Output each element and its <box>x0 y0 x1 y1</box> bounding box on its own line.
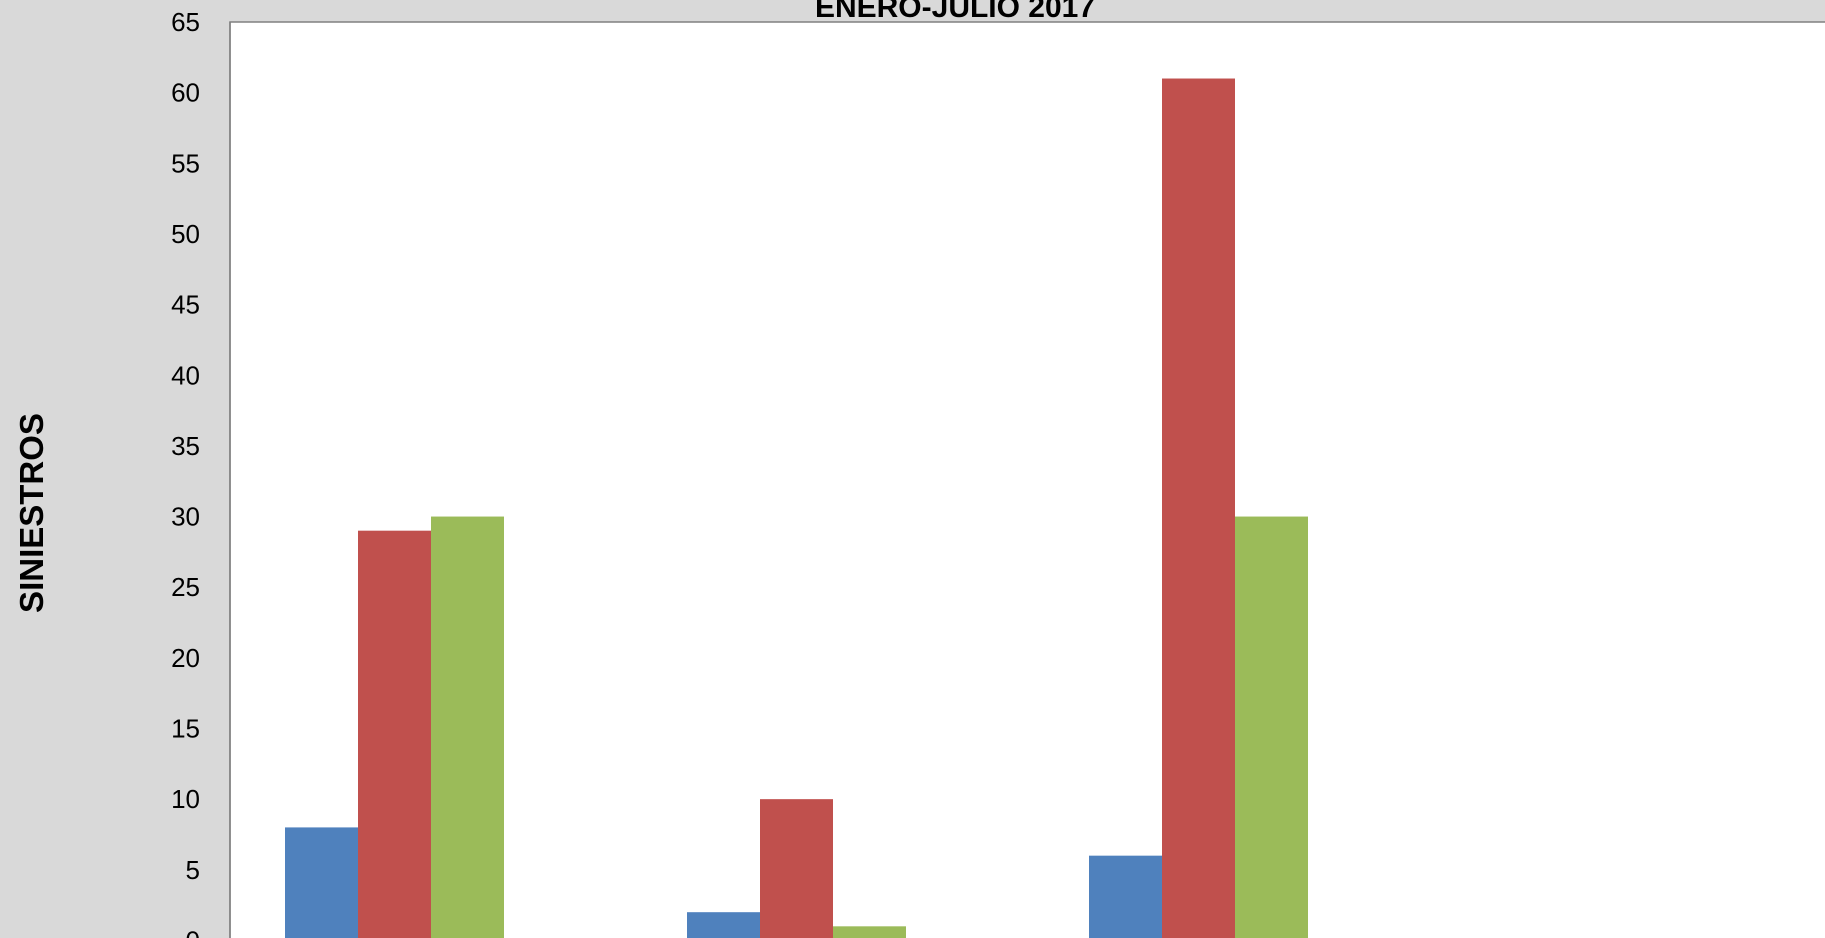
y-tick-label: 0 <box>186 925 200 938</box>
y-axis-label: SINIESTROS <box>13 413 50 613</box>
y-tick-label: 25 <box>171 572 200 602</box>
bar-series-3-category-1 <box>431 516 504 938</box>
y-tick-label: 20 <box>171 643 200 673</box>
bar-series-1-category-3 <box>1089 855 1162 938</box>
bar-series-3-category-3 <box>1235 516 1308 938</box>
bar-series-1-category-2 <box>687 912 760 938</box>
bar-series-1-category-1 <box>285 827 358 938</box>
y-tick-label: 45 <box>171 290 200 320</box>
y-tick-label: 40 <box>171 360 200 390</box>
y-tick-label: 10 <box>171 784 200 814</box>
y-tick-label: 55 <box>171 148 200 178</box>
y-tick-label: 30 <box>171 502 200 532</box>
bar-series-2-category-2 <box>760 799 833 938</box>
chart-title: ENERO-JULIO 2017 <box>815 0 1095 24</box>
y-tick-label: 65 <box>171 7 200 37</box>
y-tick-label: 50 <box>171 219 200 249</box>
y-axis-ticks: 0 5 10 15 20 25 30 35 40 45 50 55 60 65 <box>171 7 200 938</box>
bar-series-3-category-2 <box>833 926 906 938</box>
bar-series-2-category-3 <box>1162 78 1235 938</box>
y-tick-label: 60 <box>171 78 200 108</box>
y-tick-label: 35 <box>171 431 200 461</box>
y-tick-label: 5 <box>186 855 200 885</box>
bar-series-2-category-1 <box>358 530 431 938</box>
bars-layer <box>285 78 1308 938</box>
y-tick-label: 15 <box>171 714 200 744</box>
